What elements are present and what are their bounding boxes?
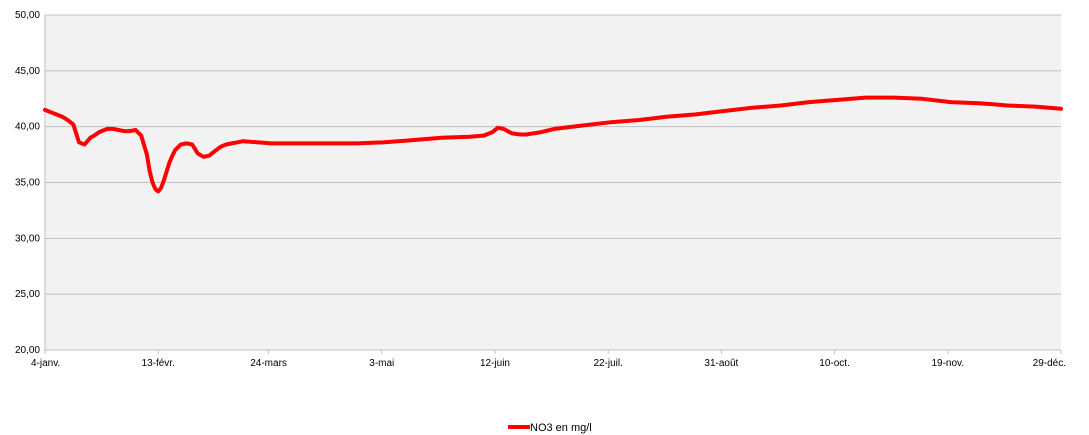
x-tick-label: 29-déc. bbox=[1033, 358, 1066, 369]
y-tick-label: 20,00 bbox=[15, 345, 40, 356]
x-tick-label: 3-mai bbox=[369, 358, 394, 369]
x-tick-labels: 4-janv. 13-févr. 24-mars 3-mai 12-juin 22-jui… bbox=[31, 350, 1066, 369]
y-tick-label: 30,00 bbox=[15, 233, 40, 244]
x-tick-label: 24-mars bbox=[250, 358, 287, 369]
y-tick-labels: 50,00 45,00 40,00 35,00 30,00 25,00 20,00 bbox=[15, 10, 40, 356]
legend: NO3 en mg/l bbox=[508, 422, 592, 434]
y-tick-label: 45,00 bbox=[15, 66, 40, 77]
x-tick-label: 19-nov. bbox=[931, 358, 964, 369]
x-tick-label: 4-janv. bbox=[31, 358, 60, 369]
x-tick-label: 22-juil. bbox=[593, 358, 622, 369]
x-tick-label: 12-juin bbox=[480, 358, 510, 369]
y-tick-label: 25,00 bbox=[15, 289, 40, 300]
gridlines bbox=[45, 14, 1061, 295]
y-tick-label: 35,00 bbox=[15, 178, 40, 189]
series-line-no3 bbox=[43, 95, 1063, 194]
legend-label-no3: NO3 en mg/l bbox=[530, 422, 592, 434]
x-tick-label: 31-août bbox=[704, 358, 738, 369]
y-tick-label: 50,00 bbox=[15, 10, 40, 21]
series-layer bbox=[43, 95, 1063, 194]
y-tick-label: 40,00 bbox=[15, 122, 40, 133]
x-tick-label: 13-févr. bbox=[142, 358, 175, 369]
x-tick-label: 10-oct. bbox=[819, 358, 850, 369]
